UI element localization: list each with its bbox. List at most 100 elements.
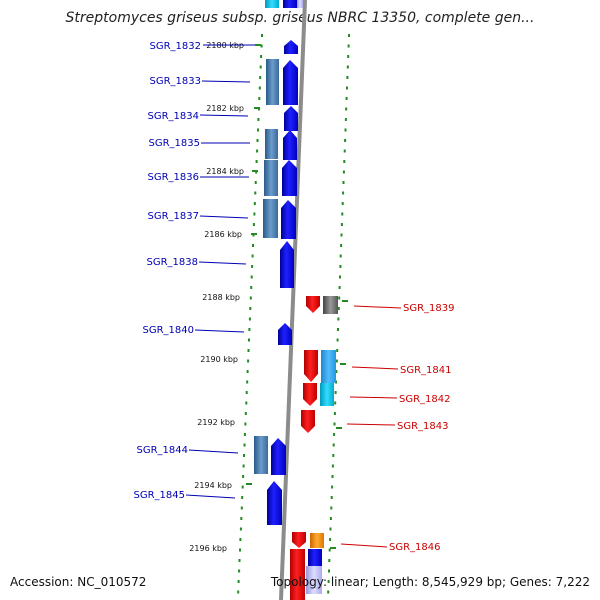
gene-label-sgr-1845[interactable]: SGR_1845 <box>134 490 186 501</box>
right-tick-dot <box>335 359 338 363</box>
left-tick-dot <box>238 559 241 562</box>
gene-label-sgr-1834[interactable]: SGR_1834 <box>148 111 200 122</box>
gene-block-sgr-1833-left <box>266 59 279 105</box>
gene-label-sgr-1835[interactable]: SGR_1835 <box>149 138 201 149</box>
right-tick-dot <box>341 202 344 205</box>
left-tick-dot <box>251 254 254 258</box>
gene-block-sgr-1836-left <box>264 160 278 196</box>
right-tick-dot <box>332 454 335 457</box>
gene-block-sgr-1844-left <box>254 436 268 474</box>
right-tick-dot <box>337 317 340 321</box>
gene-block-sgr-1837-left <box>263 199 278 238</box>
gene-label-sgr-1840[interactable]: SGR_1840 <box>143 325 195 336</box>
left-tick-dot <box>253 212 256 216</box>
right-tick-dot <box>340 233 343 237</box>
gene-arrow-sgr-1842 <box>303 383 317 406</box>
gene-arrow-sgr-1839 <box>306 296 320 313</box>
left-tick-dot <box>239 527 242 531</box>
left-tick-dot <box>258 97 261 100</box>
left-tick-dot <box>259 76 262 79</box>
right-tick-dot <box>345 107 348 111</box>
gene-label-sgr-1841[interactable]: SGR_1841 <box>400 365 452 376</box>
left-tick-dot <box>258 86 261 90</box>
right-tick-dot <box>344 128 347 132</box>
right-tick-dot <box>334 401 337 405</box>
left-tick-dot <box>239 548 241 552</box>
right-tick-dot <box>347 55 350 58</box>
right-tick-dot <box>339 265 342 268</box>
right-tick-dot <box>339 275 341 279</box>
gene-arrow-sgr-1838 <box>280 241 294 288</box>
left-tick-dot <box>254 181 257 184</box>
right-tick-dot <box>328 569 330 573</box>
gene-arrow-sgr-1832 <box>284 40 298 54</box>
right-tick-dot <box>333 422 336 426</box>
left-tick-dot <box>242 464 245 468</box>
left-tick-dot <box>241 485 244 489</box>
gene-block-blue-top <box>283 0 297 8</box>
left-tick-dot <box>237 580 240 583</box>
gene-label-sgr-1832[interactable]: SGR_1832 <box>150 41 202 52</box>
right-tick-dot <box>338 286 341 289</box>
gene-label-sgr-1836[interactable]: SGR_1836 <box>148 172 200 183</box>
left-tick-dot <box>250 275 253 279</box>
scale-label-2196: 2196 kbp <box>189 544 227 553</box>
gene-arrow-sgr-1837 <box>281 200 296 239</box>
right-tick-dot <box>342 170 345 174</box>
right-tick-dot <box>327 580 330 583</box>
gene-arrow-sgr-1846 <box>292 532 306 548</box>
gene-label-sgr-1842[interactable]: SGR_1842 <box>399 394 451 405</box>
left-tick-dot <box>245 391 248 394</box>
right-tick-dot <box>328 548 331 552</box>
scale-label-2186: 2186 kbp <box>204 230 242 239</box>
scale-ticks <box>246 44 348 549</box>
right-tick-dot <box>331 464 334 468</box>
gene-block-red-bottom <box>290 549 305 600</box>
gene-block-sgr-1842-right <box>320 383 334 406</box>
left-tick-dot <box>252 244 254 247</box>
left-tick-dot <box>240 517 243 520</box>
gene-label-sgr-1844[interactable]: SGR_1844 <box>137 445 189 456</box>
right-tick-dot <box>330 496 333 499</box>
gene-label-sgr-1838[interactable]: SGR_1838 <box>147 257 199 268</box>
right-tick-dot <box>346 86 348 90</box>
gene-arrow-sgr-1845 <box>267 481 282 525</box>
left-tick-dot <box>261 34 263 37</box>
right-tick-dot <box>336 349 339 352</box>
scale-label-2188: 2188 kbp <box>202 293 240 302</box>
right-tick-dot <box>334 391 337 394</box>
left-tick-dot <box>254 191 257 195</box>
gene-block-sgr-1841-right <box>321 350 336 383</box>
right-tick-dot <box>331 475 334 478</box>
left-tick-dot <box>242 475 245 478</box>
left-tick-dot <box>256 149 259 153</box>
right-tick-track <box>327 34 350 594</box>
right-leader-lines <box>340 305 402 548</box>
left-tick-dot <box>243 454 245 457</box>
right-tick-dot <box>342 191 345 195</box>
right-tick-dot <box>341 212 344 216</box>
gene-label-sgr-1846[interactable]: SGR_1846 <box>389 542 441 553</box>
right-tick-dot <box>328 559 331 562</box>
right-tick-dot <box>333 412 336 415</box>
right-tick-dot <box>337 328 339 331</box>
gene-label-sgr-1843[interactable]: SGR_1843 <box>397 421 449 432</box>
left-tick-dot <box>248 328 251 331</box>
left-tick-dot <box>243 433 246 436</box>
right-tick-dot <box>345 97 348 100</box>
right-tick-dot <box>346 76 349 79</box>
left-tick-dot <box>253 202 256 205</box>
right-tick-dot <box>335 370 338 373</box>
gene-block-sgr-1835-left <box>265 129 278 159</box>
gene-label-sgr-1833[interactable]: SGR_1833 <box>150 76 202 87</box>
right-tick-dot <box>336 338 339 342</box>
gene-label-sgr-1837[interactable]: SGR_1837 <box>148 211 200 222</box>
left-tick-dot <box>239 538 242 541</box>
left-leader-lines <box>185 44 255 499</box>
right-tick-dot <box>342 181 345 184</box>
gene-arrow-sgr-1840 <box>278 323 292 345</box>
right-tick-dot <box>327 590 330 594</box>
gene-label-sgr-1839[interactable]: SGR_1839 <box>403 303 455 314</box>
left-tick-dot <box>260 55 263 58</box>
left-tick-dot <box>248 317 251 321</box>
